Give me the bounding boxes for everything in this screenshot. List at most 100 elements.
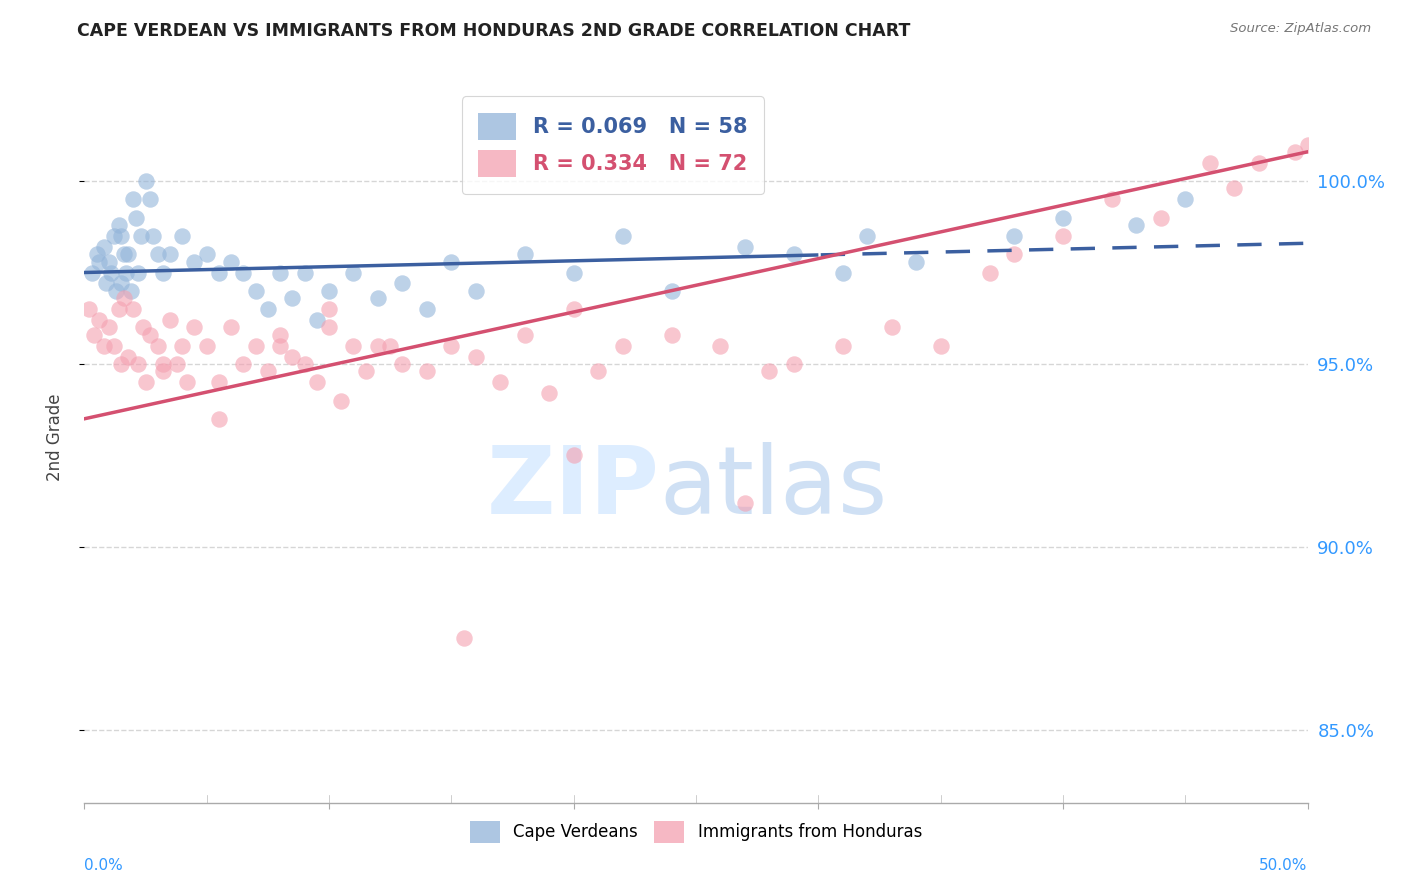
Point: [100, 266, 122, 280]
Point: [513, 247, 536, 261]
Point: [93, 240, 115, 254]
Point: [342, 339, 364, 353]
Point: [1002, 247, 1025, 261]
Point: [1150, 211, 1173, 225]
Point: [391, 357, 413, 371]
Y-axis label: 2nd Grade: 2nd Grade: [45, 393, 63, 481]
Point: [132, 320, 155, 334]
Point: [453, 632, 475, 646]
Point: [83, 327, 105, 342]
Point: [464, 284, 486, 298]
Point: [391, 277, 413, 291]
Point: [122, 302, 145, 317]
Point: [159, 247, 181, 261]
Point: [330, 393, 353, 408]
Point: [318, 302, 340, 317]
Point: [87, 254, 110, 268]
Point: [195, 247, 218, 261]
Point: [120, 284, 142, 298]
Point: [440, 339, 463, 353]
Point: [172, 229, 194, 244]
Point: [146, 339, 169, 353]
Point: [77, 302, 100, 317]
Point: [152, 357, 174, 371]
Point: [1002, 229, 1025, 244]
Point: [489, 376, 512, 390]
Point: [195, 339, 218, 353]
Point: [281, 350, 304, 364]
Point: [110, 357, 132, 371]
Point: [538, 386, 561, 401]
Point: [416, 302, 439, 317]
Point: [342, 266, 364, 280]
Point: [318, 284, 340, 298]
Point: [139, 193, 162, 207]
Point: [734, 240, 756, 254]
Point: [96, 277, 118, 291]
Point: [1247, 156, 1270, 170]
Point: [97, 320, 120, 334]
Point: [464, 350, 486, 364]
Point: [1174, 193, 1197, 207]
Point: [734, 496, 756, 510]
Point: [1052, 229, 1074, 244]
Point: [1125, 218, 1147, 232]
Point: [172, 339, 194, 353]
Point: [612, 229, 634, 244]
Point: [152, 266, 174, 280]
Point: [562, 302, 585, 317]
Point: [831, 266, 853, 280]
Point: [929, 339, 952, 353]
Point: [112, 247, 135, 261]
Point: [142, 229, 165, 244]
Point: [586, 364, 609, 378]
Text: Source: ZipAtlas.com: Source: ZipAtlas.com: [1230, 22, 1371, 36]
Point: [269, 339, 291, 353]
Point: [117, 350, 139, 364]
Point: [269, 266, 291, 280]
Point: [562, 449, 585, 463]
Point: [208, 376, 231, 390]
Point: [110, 229, 132, 244]
Point: [367, 291, 389, 305]
Point: [122, 193, 145, 207]
Point: [661, 327, 683, 342]
Point: [1223, 181, 1246, 195]
Point: [219, 254, 242, 268]
Point: [709, 339, 731, 353]
Point: [127, 357, 149, 371]
Point: [783, 247, 806, 261]
Point: [105, 284, 128, 298]
Point: [166, 357, 188, 371]
Point: [103, 339, 125, 353]
Point: [219, 320, 242, 334]
Point: [97, 254, 120, 268]
Point: [831, 339, 853, 353]
Point: [112, 291, 135, 305]
Point: [305, 376, 328, 390]
Point: [1052, 211, 1074, 225]
Point: [440, 254, 463, 268]
Point: [135, 376, 157, 390]
Point: [159, 313, 181, 327]
Point: [880, 320, 903, 334]
Point: [107, 218, 129, 232]
Point: [115, 266, 138, 280]
Point: [129, 229, 152, 244]
Point: [281, 291, 304, 305]
Point: [139, 327, 162, 342]
Point: [905, 254, 928, 268]
Point: [127, 266, 149, 280]
Point: [183, 320, 205, 334]
Point: [245, 284, 267, 298]
Point: [305, 313, 328, 327]
Point: [152, 364, 174, 378]
Point: [758, 364, 780, 378]
Point: [318, 320, 340, 334]
Legend: Cape Verdeans, Immigrants from Honduras: Cape Verdeans, Immigrants from Honduras: [463, 814, 929, 849]
Point: [208, 266, 231, 280]
Text: atlas: atlas: [659, 442, 887, 534]
Point: [416, 364, 439, 378]
Point: [661, 284, 683, 298]
Point: [245, 339, 267, 353]
